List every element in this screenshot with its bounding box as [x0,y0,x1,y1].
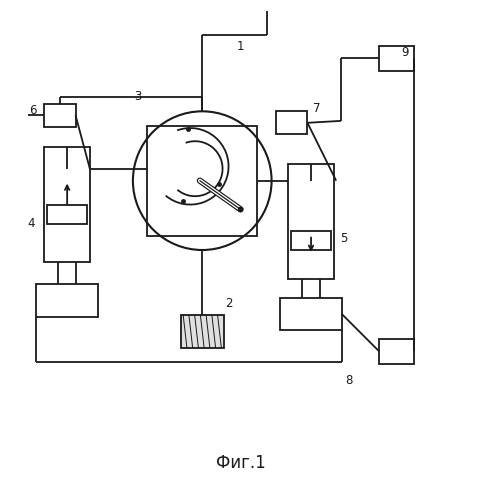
Bar [288,164,333,278]
Bar [36,284,98,317]
Text: 8: 8 [345,374,352,386]
Text: 1: 1 [236,40,244,54]
Bar [47,204,87,224]
Bar [276,112,307,134]
Bar [378,46,413,70]
Bar [147,126,257,236]
Bar [44,104,75,126]
Bar [378,339,413,364]
Text: Фиг.1: Фиг.1 [215,454,265,472]
Bar [180,314,223,348]
Text: 2: 2 [224,297,232,310]
Text: 6: 6 [29,104,36,117]
Text: 5: 5 [339,232,346,244]
Text: 4: 4 [27,217,35,230]
Bar [279,298,341,330]
Bar [290,231,331,250]
Bar [44,147,90,262]
Text: 7: 7 [312,102,320,115]
Text: 9: 9 [401,46,408,60]
Text: 3: 3 [134,90,141,102]
